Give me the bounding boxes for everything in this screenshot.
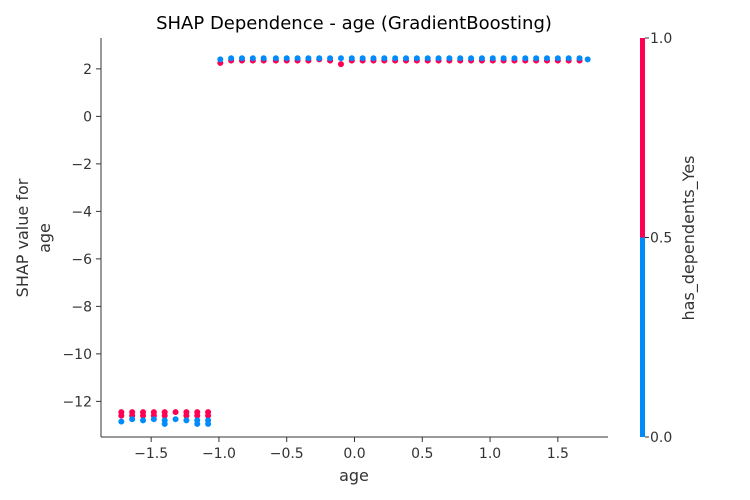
scatter-point [413,55,420,62]
x-tick-label: −0.5 [270,446,304,462]
scatter-point [205,412,212,419]
scatter-point [543,55,550,62]
scatter-point [238,55,245,62]
scatter-point [194,412,201,419]
scatter-point [140,412,147,419]
y-tick-label: −2 [71,157,92,173]
scatter-point [403,55,410,62]
scatter-point [584,56,591,63]
scatter-point [249,55,256,62]
scatter-point [381,55,388,62]
y-axis-label-line-1: SHAP value for [13,178,32,297]
scatter-point [489,55,496,62]
colorbar-tick-label: 0.0 [650,430,672,446]
scatter-point [337,55,344,62]
scatter-point [522,55,529,62]
x-tick-label: −1.0 [202,446,236,462]
scatter-point [150,416,157,423]
y-axis-label: SHAP value for age [13,178,54,297]
scatter-point [500,55,507,62]
scatter-point [327,55,334,62]
scatter-point [359,55,366,62]
y-tick-label: −12 [62,394,92,410]
scatter-point [435,55,442,62]
scatter-point [260,55,267,62]
scatter-point [565,55,572,62]
scatter-point [129,416,136,423]
scatter-point [533,55,540,62]
y-tick-label: −8 [71,299,92,315]
scatter-point [161,412,168,419]
y-tick-label: −6 [71,252,92,268]
x-tick-label: 1.5 [547,446,569,462]
scatter-point [283,55,290,62]
scatter-point [118,412,125,419]
scatter-point [468,55,475,62]
x-axis-ticks: −1.5 −1.0 −0.5 0.0 0.5 1.0 1.5 [134,437,569,462]
scatter-point [424,55,431,62]
colorbar-tick-label: 1.0 [650,31,672,47]
x-tick-label: 0.5 [411,446,433,462]
scatter-point [446,55,453,62]
chart-title: SHAP Dependence - age (GradientBoosting) [156,13,552,34]
scatter-point [228,55,235,62]
scatter-point [305,55,312,62]
scatter-point [316,55,323,62]
colorbar-tick-label: 0.5 [650,231,672,247]
scatter-point [392,55,399,62]
scatter-point [457,55,464,62]
x-axis-label: age [339,466,369,485]
colorbar-ticks: 0.0 0.5 1.0 [645,31,672,446]
scatter-point [194,420,201,427]
x-tick-label: 0.0 [343,446,365,462]
x-tick-label: 1.0 [479,446,501,462]
scatter-point [554,55,561,62]
scatter-point [140,417,147,424]
scatter-point [172,409,179,416]
scatter-point [576,55,583,62]
scatter-point [337,61,344,68]
scatter-point [478,55,485,62]
scatter-point [161,420,168,427]
scatter-point [183,417,190,424]
scatter-point [217,56,224,63]
y-axis-ticks: 2 0 −2 −4 −6 −8 −10 −12 [62,62,101,410]
colorbar-label: has_dependents_Yes [679,156,699,321]
scatter-points [118,55,591,427]
scatter-point [172,416,179,423]
scatter-point [272,55,279,62]
y-axis-label-line-2: age [35,223,54,253]
scatter-point [183,412,190,419]
y-tick-label: −10 [62,347,92,363]
y-tick-label: −4 [71,204,92,220]
scatter-point [348,55,355,62]
scatter-point [294,55,301,62]
colorbar [640,38,645,437]
y-tick-label: 0 [83,109,92,125]
scatter-point [118,418,125,425]
scatter-point [205,420,212,427]
scatter-point [370,55,377,62]
scatter-point [511,55,518,62]
x-tick-label: −1.5 [134,446,168,462]
y-tick-label: 2 [83,62,92,78]
